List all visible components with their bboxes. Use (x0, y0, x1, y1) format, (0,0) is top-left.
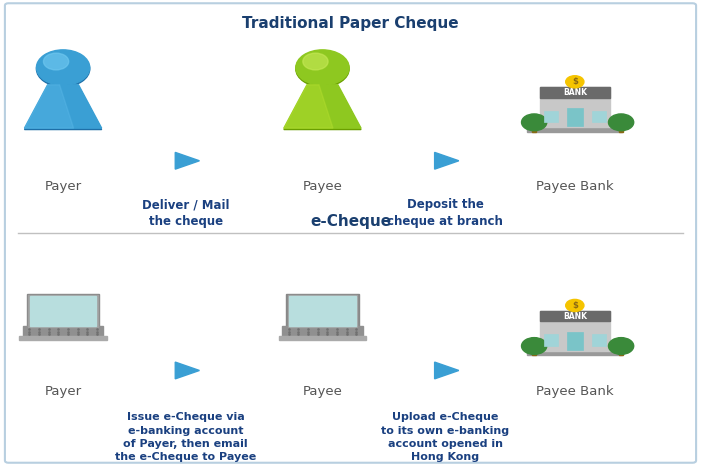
Bar (532, 123, 536, 131)
Circle shape (296, 50, 349, 85)
Bar (288, 295, 358, 327)
Text: Payer: Payer (45, 180, 81, 193)
Polygon shape (435, 362, 458, 379)
Bar (567, 108, 583, 126)
Polygon shape (25, 85, 102, 128)
Text: Payee Bank: Payee Bank (536, 180, 613, 193)
Text: $: $ (572, 301, 578, 310)
Text: Traditional Paper Cheque: Traditional Paper Cheque (242, 16, 459, 31)
Bar (592, 335, 606, 346)
Text: BANK: BANK (563, 88, 587, 97)
Bar (532, 347, 536, 355)
Bar (567, 332, 583, 350)
Bar (540, 88, 610, 98)
Text: $: $ (572, 77, 578, 86)
Polygon shape (435, 152, 458, 169)
Bar (279, 336, 366, 340)
Bar (290, 296, 356, 326)
Polygon shape (175, 152, 200, 169)
Bar (540, 311, 610, 350)
Circle shape (36, 51, 90, 87)
Circle shape (36, 50, 90, 85)
Bar (283, 326, 363, 336)
Polygon shape (25, 85, 74, 128)
Circle shape (522, 114, 547, 130)
Bar (527, 350, 622, 355)
Bar (540, 311, 610, 322)
FancyBboxPatch shape (5, 3, 696, 463)
Bar (287, 294, 359, 328)
Text: e-Cheque: e-Cheque (310, 214, 391, 229)
Text: Payee: Payee (303, 180, 342, 193)
Circle shape (608, 337, 634, 354)
Bar (527, 127, 622, 131)
Circle shape (296, 51, 349, 87)
Text: Deposit the
cheque at branch: Deposit the cheque at branch (387, 198, 503, 228)
Circle shape (522, 337, 547, 354)
Polygon shape (284, 85, 333, 128)
Text: Payer: Payer (45, 385, 81, 398)
Bar (544, 335, 558, 346)
Bar (544, 110, 558, 122)
Text: Upload e-Cheque
to its own e-banking
account opened in
Hong Kong: Upload e-Cheque to its own e-banking acc… (381, 412, 509, 462)
Text: Payee Bank: Payee Bank (536, 385, 613, 398)
Text: BANK: BANK (563, 312, 587, 321)
Bar (28, 295, 98, 327)
Text: Issue e-Cheque via
e-banking account
of Payer, then email
the e-Cheque to Payee: Issue e-Cheque via e-banking account of … (115, 412, 257, 462)
Bar (27, 294, 100, 328)
Bar (29, 296, 97, 326)
Bar (619, 347, 623, 355)
Circle shape (566, 76, 584, 88)
Polygon shape (284, 86, 361, 130)
Circle shape (566, 300, 584, 311)
Circle shape (303, 53, 328, 70)
Polygon shape (175, 362, 200, 379)
Circle shape (43, 53, 69, 70)
Text: Payee: Payee (303, 385, 342, 398)
Polygon shape (25, 86, 102, 130)
Bar (540, 88, 610, 127)
Text: Deliver / Mail
the cheque: Deliver / Mail the cheque (142, 198, 229, 228)
Bar (22, 326, 104, 336)
Bar (19, 336, 107, 340)
Bar (592, 110, 606, 122)
Bar (619, 123, 623, 131)
Circle shape (608, 114, 634, 130)
Polygon shape (284, 85, 361, 128)
